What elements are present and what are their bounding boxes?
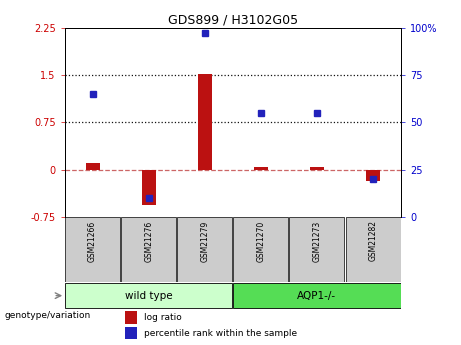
Text: GSM21266: GSM21266: [88, 220, 97, 262]
Text: GSM21282: GSM21282: [368, 220, 378, 262]
Bar: [346, 217, 401, 282]
Bar: [198, 74, 212, 170]
Text: GSM21270: GSM21270: [256, 220, 266, 262]
Bar: [86, 164, 100, 170]
Text: GSM21273: GSM21273: [313, 220, 321, 262]
Text: GSM21276: GSM21276: [144, 220, 153, 262]
Bar: [233, 283, 401, 308]
Bar: [65, 283, 232, 308]
Text: percentile rank within the sample: percentile rank within the sample: [144, 328, 297, 337]
Title: GDS899 / H3102G05: GDS899 / H3102G05: [168, 13, 298, 27]
Text: wild type: wild type: [125, 290, 172, 300]
Text: AQP1-/-: AQP1-/-: [297, 290, 337, 300]
Bar: [310, 167, 324, 170]
Bar: [366, 170, 380, 181]
Text: genotype/variation: genotype/variation: [5, 311, 91, 320]
Bar: [121, 217, 176, 282]
Bar: [125, 327, 137, 339]
Text: log ratio: log ratio: [144, 313, 181, 322]
Bar: [142, 170, 156, 205]
Bar: [233, 217, 288, 282]
Bar: [290, 217, 344, 282]
Bar: [125, 311, 137, 324]
Bar: [65, 217, 120, 282]
Text: GSM21279: GSM21279: [200, 220, 209, 262]
Bar: [177, 217, 232, 282]
Bar: [254, 167, 268, 170]
